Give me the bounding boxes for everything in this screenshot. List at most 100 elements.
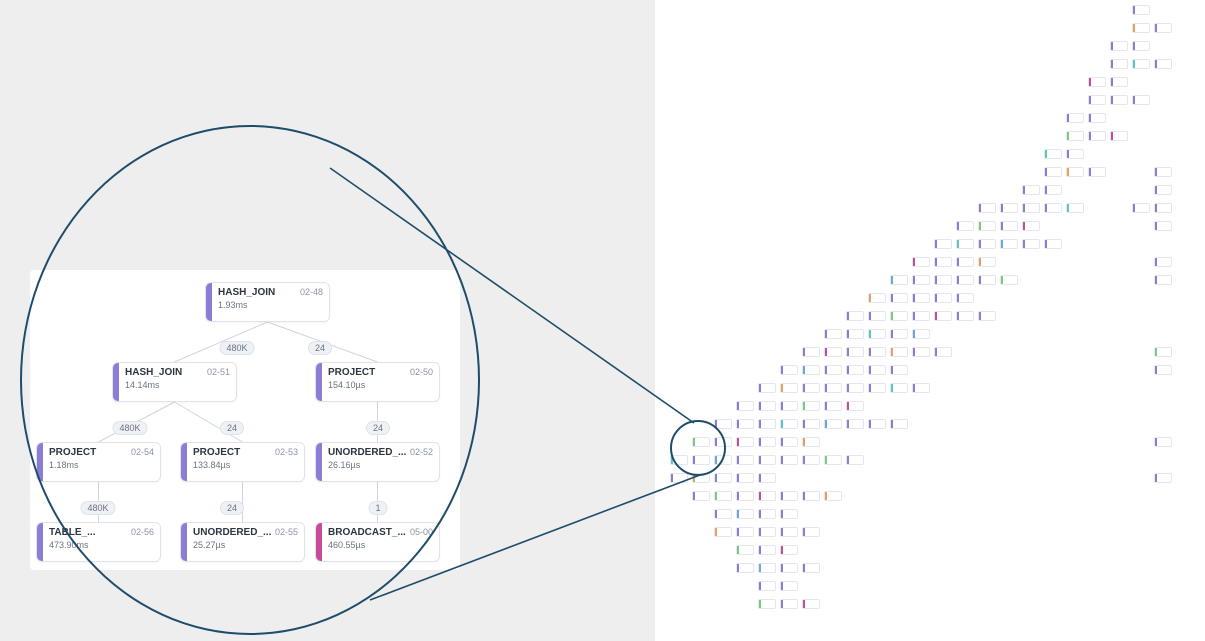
overview-node[interactable] bbox=[1066, 113, 1084, 123]
overview-node[interactable] bbox=[736, 419, 754, 429]
overview-node[interactable] bbox=[714, 509, 732, 519]
overview-node[interactable] bbox=[758, 383, 776, 393]
overview-node[interactable] bbox=[780, 491, 798, 501]
overview-node[interactable] bbox=[846, 383, 864, 393]
overview-node[interactable] bbox=[736, 473, 754, 483]
overview-node[interactable] bbox=[868, 365, 886, 375]
overview-node[interactable] bbox=[1132, 95, 1150, 105]
overview-node[interactable] bbox=[780, 383, 798, 393]
overview-node[interactable] bbox=[1110, 41, 1128, 51]
overview-node[interactable] bbox=[1132, 41, 1150, 51]
overview-node[interactable] bbox=[1154, 437, 1172, 447]
overview-node[interactable] bbox=[736, 563, 754, 573]
overview-node[interactable] bbox=[956, 257, 974, 267]
overview-node[interactable] bbox=[1088, 113, 1106, 123]
overview-panel[interactable] bbox=[655, 0, 1205, 641]
overview-node[interactable] bbox=[802, 527, 820, 537]
overview-node[interactable] bbox=[802, 419, 820, 429]
overview-node[interactable] bbox=[824, 347, 842, 357]
overview-node[interactable] bbox=[1066, 203, 1084, 213]
overview-node[interactable] bbox=[780, 365, 798, 375]
overview-node[interactable] bbox=[1132, 203, 1150, 213]
overview-node[interactable] bbox=[780, 527, 798, 537]
overview-node[interactable] bbox=[912, 383, 930, 393]
overview-node[interactable] bbox=[1110, 131, 1128, 141]
overview-node[interactable] bbox=[758, 437, 776, 447]
overview-node[interactable] bbox=[1154, 473, 1172, 483]
overview-node[interactable] bbox=[934, 239, 952, 249]
overview-node[interactable] bbox=[978, 311, 996, 321]
overview-node[interactable] bbox=[758, 455, 776, 465]
overview-node[interactable] bbox=[846, 347, 864, 357]
overview-node[interactable] bbox=[890, 347, 908, 357]
overview-node[interactable] bbox=[1066, 149, 1084, 159]
overview-node[interactable] bbox=[670, 473, 688, 483]
overview-node[interactable] bbox=[1088, 131, 1106, 141]
overview-node[interactable] bbox=[956, 311, 974, 321]
overview-node[interactable] bbox=[802, 599, 820, 609]
overview-node[interactable] bbox=[978, 203, 996, 213]
overview-node[interactable] bbox=[758, 401, 776, 411]
overview-node[interactable] bbox=[1154, 275, 1172, 285]
overview-node[interactable] bbox=[1022, 203, 1040, 213]
overview-node[interactable] bbox=[824, 491, 842, 501]
overview-node[interactable] bbox=[780, 563, 798, 573]
overview-node[interactable] bbox=[846, 419, 864, 429]
overview-node[interactable] bbox=[912, 347, 930, 357]
overview-node[interactable] bbox=[846, 401, 864, 411]
overview-node[interactable] bbox=[868, 419, 886, 429]
overview-node[interactable] bbox=[868, 329, 886, 339]
overview-node[interactable] bbox=[758, 419, 776, 429]
overview-node[interactable] bbox=[1110, 59, 1128, 69]
overview-node[interactable] bbox=[758, 509, 776, 519]
overview-node[interactable] bbox=[846, 329, 864, 339]
overview-node[interactable] bbox=[758, 599, 776, 609]
overview-node[interactable] bbox=[912, 311, 930, 321]
overview-node[interactable] bbox=[802, 563, 820, 573]
overview-node[interactable] bbox=[1044, 185, 1062, 195]
overview-node[interactable] bbox=[956, 293, 974, 303]
overview-node[interactable] bbox=[780, 401, 798, 411]
overview-node[interactable] bbox=[802, 365, 820, 375]
overview-node[interactable] bbox=[1044, 203, 1062, 213]
overview-node[interactable] bbox=[824, 365, 842, 375]
overview-node[interactable] bbox=[802, 401, 820, 411]
overview-node[interactable] bbox=[934, 293, 952, 303]
overview-node[interactable] bbox=[934, 347, 952, 357]
overview-node[interactable] bbox=[912, 275, 930, 285]
overview-node[interactable] bbox=[868, 293, 886, 303]
overview-node[interactable] bbox=[736, 545, 754, 555]
overview-node[interactable] bbox=[736, 455, 754, 465]
overview-node[interactable] bbox=[780, 599, 798, 609]
overview-node[interactable] bbox=[846, 311, 864, 321]
overview-node[interactable] bbox=[1110, 95, 1128, 105]
overview-node[interactable] bbox=[890, 311, 908, 321]
overview-node[interactable] bbox=[1022, 239, 1040, 249]
overview-node[interactable] bbox=[978, 239, 996, 249]
overview-node[interactable] bbox=[1132, 59, 1150, 69]
overview-node[interactable] bbox=[956, 275, 974, 285]
overview-node[interactable] bbox=[1044, 167, 1062, 177]
overview-node[interactable] bbox=[1044, 239, 1062, 249]
overview-node[interactable] bbox=[780, 437, 798, 447]
overview-node[interactable] bbox=[802, 347, 820, 357]
overview-node[interactable] bbox=[1154, 347, 1172, 357]
overview-node[interactable] bbox=[1154, 167, 1172, 177]
overview-node[interactable] bbox=[758, 491, 776, 501]
overview-node[interactable] bbox=[1154, 257, 1172, 267]
overview-node[interactable] bbox=[1088, 95, 1106, 105]
overview-node[interactable] bbox=[868, 383, 886, 393]
overview-node[interactable] bbox=[736, 509, 754, 519]
overview-node[interactable] bbox=[736, 491, 754, 501]
overview-node[interactable] bbox=[1044, 149, 1062, 159]
overview-node[interactable] bbox=[780, 581, 798, 591]
overview-node[interactable] bbox=[824, 329, 842, 339]
overview-node[interactable] bbox=[890, 293, 908, 303]
overview-node[interactable] bbox=[1132, 5, 1150, 15]
overview-node[interactable] bbox=[802, 491, 820, 501]
overview-node[interactable] bbox=[912, 329, 930, 339]
overview-node[interactable] bbox=[1000, 203, 1018, 213]
overview-node[interactable] bbox=[890, 419, 908, 429]
overview-node[interactable] bbox=[890, 365, 908, 375]
overview-node[interactable] bbox=[934, 275, 952, 285]
